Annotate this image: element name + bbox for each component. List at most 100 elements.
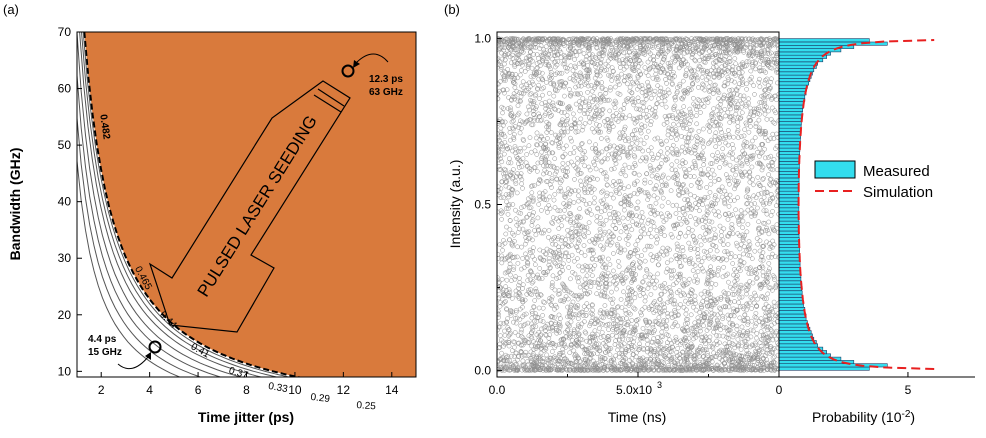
scatter-point [562, 241, 568, 246]
scatter-point [589, 116, 595, 121]
scatter-point [513, 146, 519, 152]
scatter-point [666, 175, 671, 181]
scatter-point [611, 55, 617, 61]
scatter-point [672, 59, 677, 65]
scatter-point [756, 219, 761, 225]
scatter-point [764, 76, 770, 82]
scatter-point [755, 149, 760, 155]
scatter-point [747, 117, 753, 123]
x-tick-label: 4 [146, 383, 153, 397]
x-tick-label: 12 [337, 383, 351, 397]
scatter-point [556, 108, 562, 114]
scatter-point [741, 133, 747, 139]
scatter-point [591, 200, 597, 206]
scatter-point [645, 128, 651, 134]
scatter-point [587, 201, 592, 206]
scatter-point [658, 310, 664, 316]
scatter-point [719, 64, 725, 70]
scatter-point [529, 325, 535, 331]
scatter-point [665, 200, 671, 205]
scatter-point [526, 229, 532, 235]
scatter-point [512, 144, 518, 149]
scatter-point [699, 338, 705, 344]
scatter-point [738, 347, 744, 352]
scatter-point [532, 288, 538, 294]
scatter-point [522, 88, 528, 94]
scatter-point [591, 251, 596, 256]
scatter-point [758, 190, 764, 196]
scatter-point [640, 51, 646, 56]
y-tick-label: 20 [58, 308, 72, 322]
scatter-point [618, 46, 624, 51]
scatter-point [751, 113, 756, 119]
scatter-point [525, 260, 530, 265]
scatter-point [695, 97, 701, 102]
scatter-point [617, 179, 623, 184]
scatter-point [590, 99, 595, 105]
scatter-point [599, 273, 604, 279]
scatter-point [709, 111, 715, 117]
scatter-point [685, 300, 691, 306]
scatter-point [775, 340, 779, 346]
scatter-point [674, 339, 680, 345]
scatter-point [775, 52, 779, 58]
scatter-point [497, 138, 502, 144]
scatter-point [680, 206, 686, 211]
scatter-point [773, 304, 778, 309]
scatter-point [697, 346, 702, 352]
scatter-point [630, 219, 635, 224]
scatter-point [516, 161, 521, 167]
scatter-point [599, 136, 604, 141]
scatter-point [726, 304, 732, 310]
scatter-point [546, 234, 551, 240]
scatter-point [559, 109, 564, 115]
scatter-point [592, 240, 598, 246]
scatter-point [641, 141, 647, 146]
scatter-point [601, 197, 606, 203]
scatter-point [528, 205, 534, 211]
scatter-point [676, 65, 682, 71]
scatter-point [766, 172, 771, 177]
scatter-point [756, 117, 762, 123]
scatter-point [501, 76, 507, 81]
scatter-point [689, 227, 695, 233]
scatter-point [503, 192, 509, 198]
scatter-point [499, 216, 504, 222]
scatter-point [764, 211, 770, 217]
scatter-point [562, 93, 567, 99]
scatter-point [750, 280, 756, 286]
scatter-point [696, 63, 702, 69]
scatter-point [522, 321, 528, 327]
scatter-point [708, 306, 714, 312]
scatter-point [549, 185, 554, 190]
scatter-point [498, 320, 504, 326]
scatter-point [686, 240, 692, 246]
scatter-point [676, 235, 682, 240]
scatter-point [693, 145, 699, 150]
scatter-point [570, 299, 576, 305]
scatter-point [565, 105, 570, 111]
scatter-point [743, 103, 749, 109]
scatter-point [563, 344, 569, 350]
scatter-point [620, 146, 626, 152]
scatter-point [508, 272, 513, 278]
scatter-point [691, 75, 696, 81]
scatter-point [769, 322, 774, 328]
scatter-point [639, 83, 645, 88]
scatter-point [669, 167, 675, 172]
contour-line [82, 32, 292, 377]
scatter-point [592, 75, 598, 81]
scatter-point [658, 139, 664, 144]
scatter-point [560, 353, 566, 359]
scatter-point [730, 151, 735, 157]
scatter-point [618, 247, 624, 253]
scatter-point [601, 222, 606, 228]
scatter-point [597, 226, 603, 232]
contour-line [83, 32, 303, 377]
scatter-point [503, 320, 509, 326]
scatter-point [506, 287, 512, 293]
scatter-point [746, 266, 752, 272]
scatter-point [582, 319, 587, 324]
scatter-point [732, 283, 738, 289]
scatter-point [742, 169, 748, 175]
